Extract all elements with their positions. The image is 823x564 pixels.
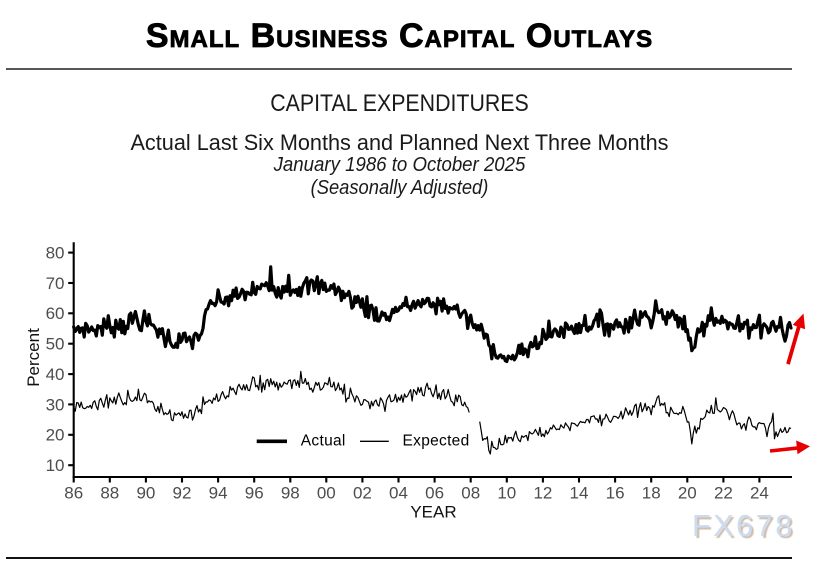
svg-text:06: 06 — [425, 484, 444, 503]
svg-text:94: 94 — [209, 484, 228, 503]
svg-text:14: 14 — [570, 484, 589, 503]
svg-text:86: 86 — [64, 484, 83, 503]
svg-text:10: 10 — [497, 484, 516, 503]
svg-text:30: 30 — [46, 395, 65, 414]
svg-text:10: 10 — [46, 456, 65, 475]
svg-text:70: 70 — [46, 274, 65, 293]
svg-text:98: 98 — [281, 484, 300, 503]
svg-text:20: 20 — [678, 484, 697, 503]
svg-text:18: 18 — [642, 484, 661, 503]
svg-text:16: 16 — [606, 484, 625, 503]
svg-text:22: 22 — [714, 484, 733, 503]
svg-text:90: 90 — [136, 484, 155, 503]
svg-text:Percent: Percent — [24, 328, 43, 387]
svg-text:02: 02 — [353, 484, 372, 503]
svg-text:Expected: Expected — [403, 432, 470, 449]
svg-text:40: 40 — [46, 365, 65, 384]
svg-text:92: 92 — [173, 484, 192, 503]
svg-text:00: 00 — [317, 484, 336, 503]
svg-text:60: 60 — [46, 304, 65, 323]
svg-text:80: 80 — [46, 244, 65, 263]
svg-text:YEAR: YEAR — [410, 503, 456, 522]
svg-text:12: 12 — [533, 484, 552, 503]
svg-text:08: 08 — [461, 484, 480, 503]
svg-text:88: 88 — [100, 484, 119, 503]
svg-text:50: 50 — [46, 335, 65, 354]
svg-text:24: 24 — [750, 484, 769, 503]
svg-text:20: 20 — [46, 426, 65, 445]
svg-text:Actual: Actual — [301, 432, 346, 449]
svg-text:96: 96 — [245, 484, 264, 503]
svg-text:04: 04 — [389, 484, 408, 503]
